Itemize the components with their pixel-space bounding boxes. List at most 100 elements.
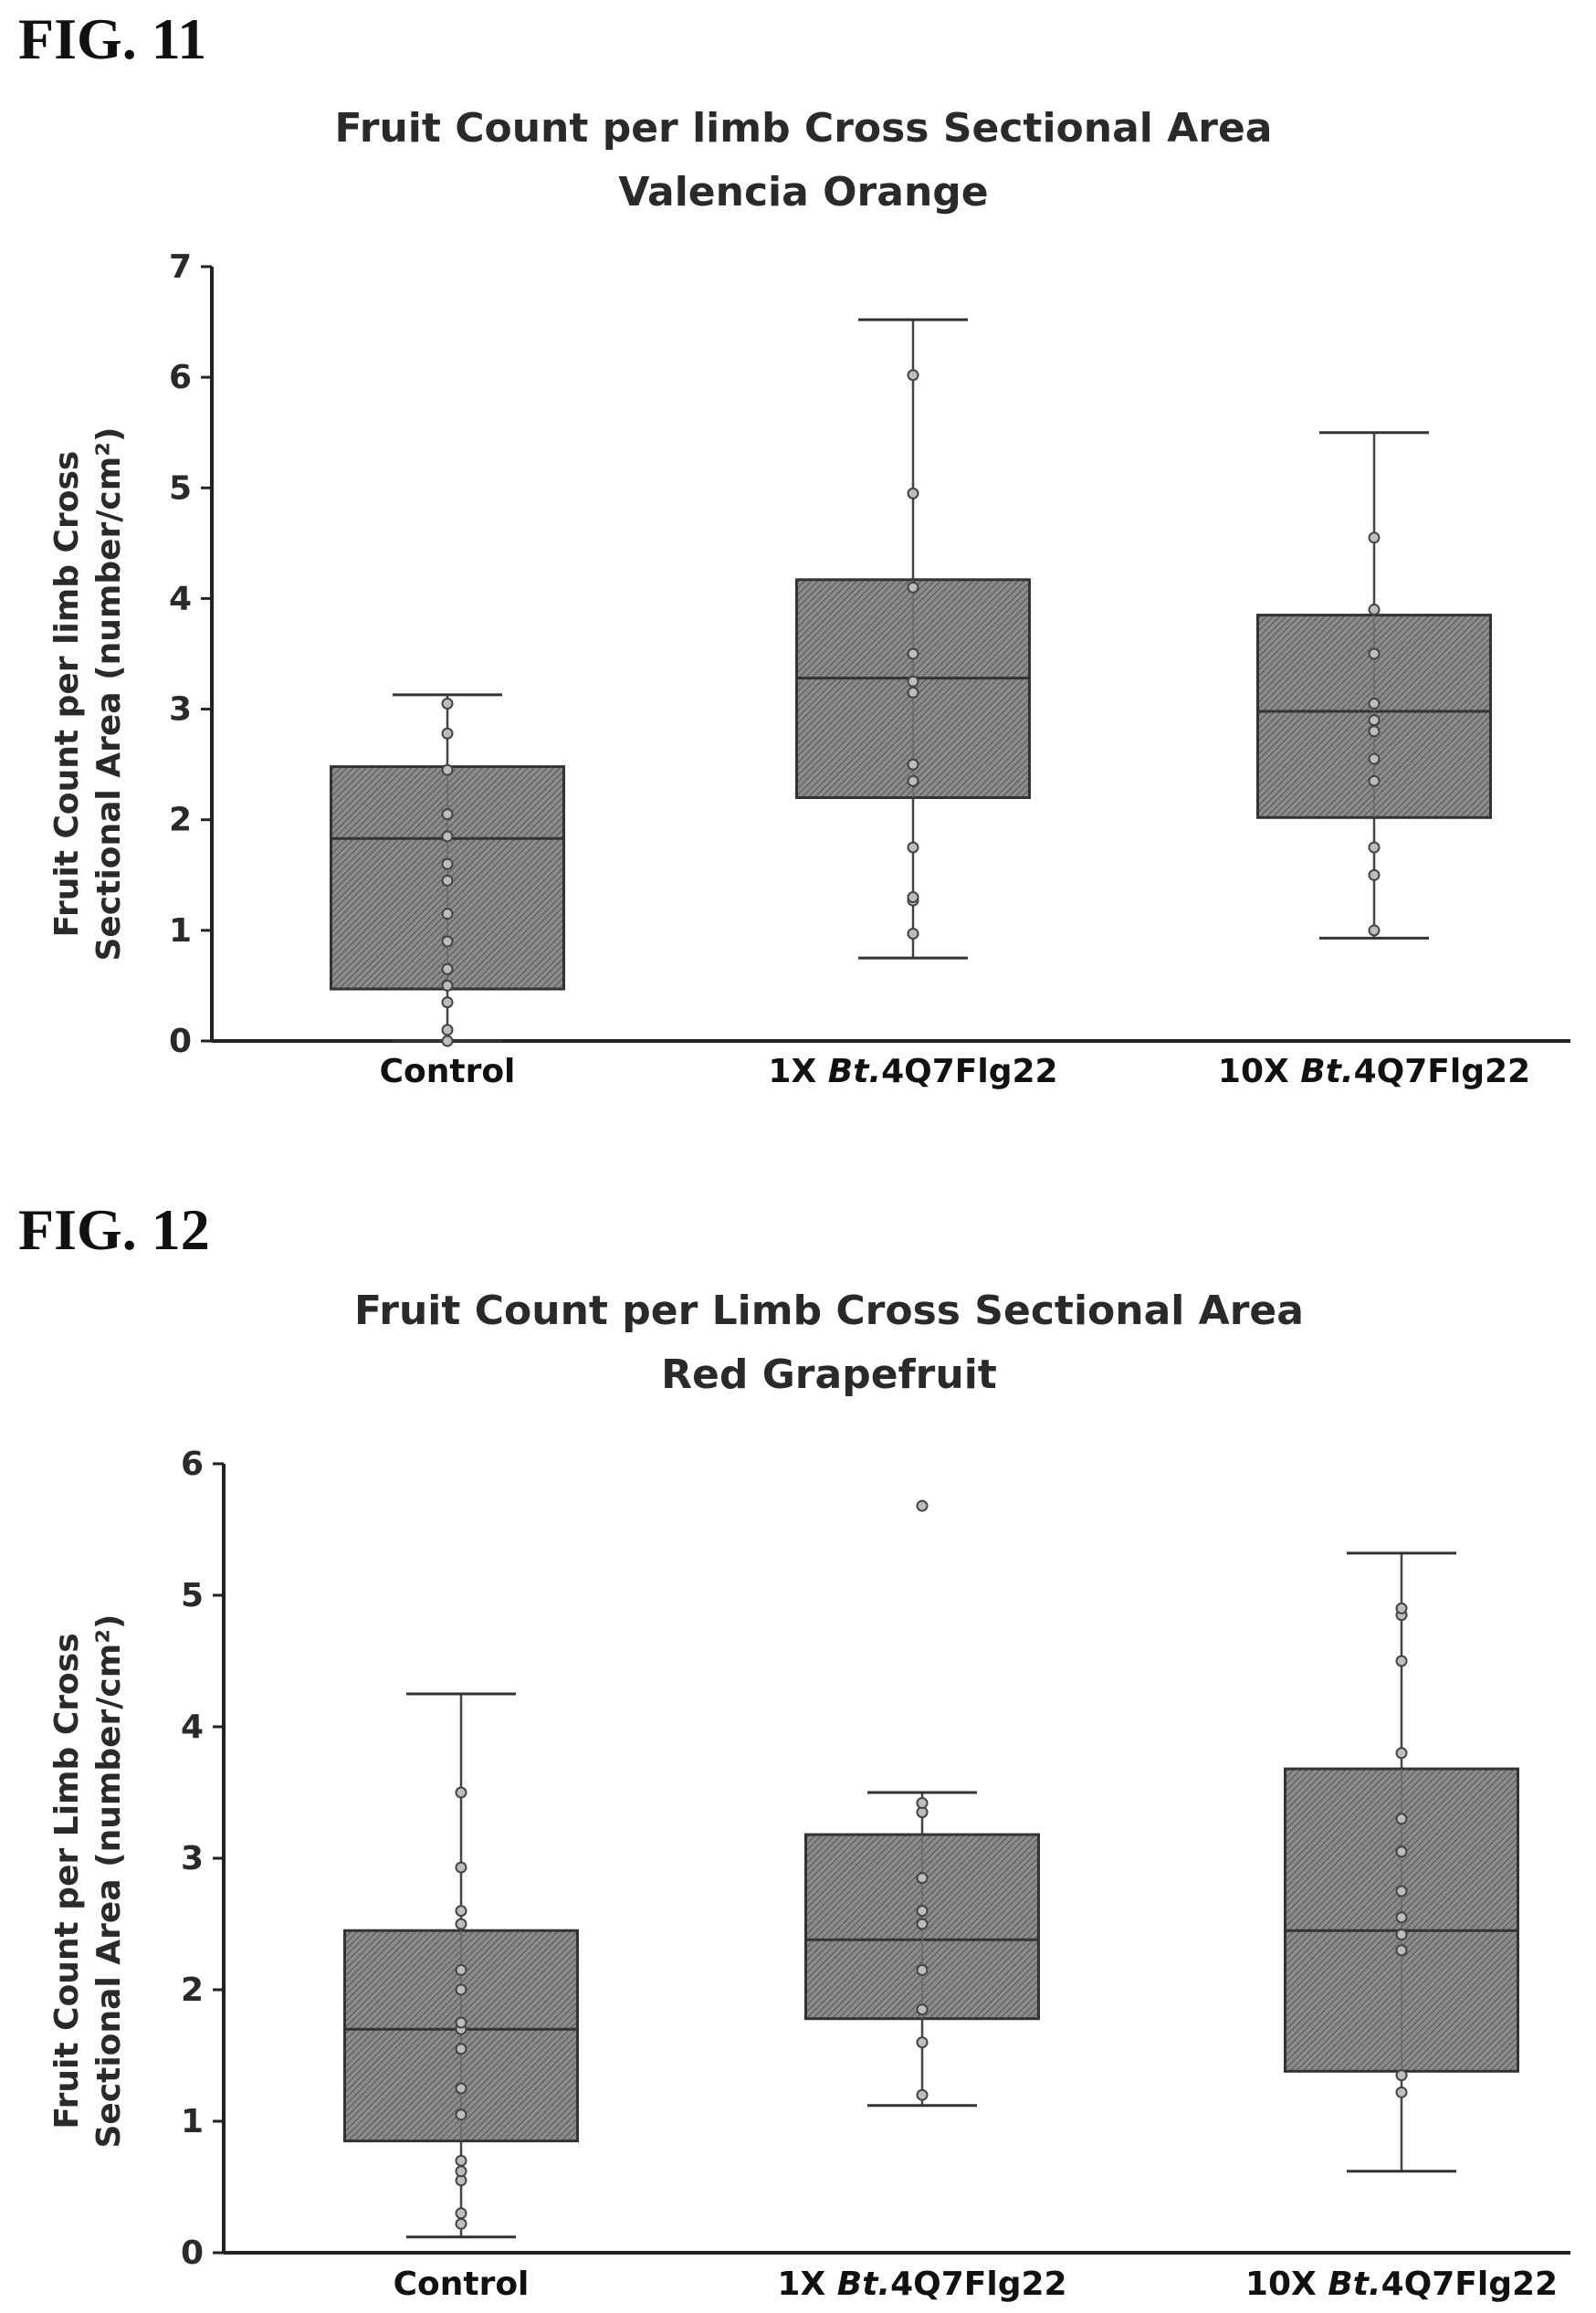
data-point	[907, 369, 919, 382]
y-tick-label: 3	[169, 691, 192, 729]
data-point	[1395, 1929, 1408, 1941]
data-point	[907, 774, 919, 787]
x-category-label: Control	[394, 2266, 530, 2303]
data-point	[907, 581, 919, 594]
data-point	[916, 1797, 929, 1810]
data-point	[455, 2207, 467, 2220]
figure-label-11: FIG. 11	[18, 6, 207, 71]
data-point	[441, 727, 454, 740]
data-point	[1395, 2069, 1408, 2082]
y-axis-title-line-1: Fruit Count per Limb Cross	[48, 1633, 86, 2129]
data-point	[907, 647, 919, 660]
y-tick-label: 6	[181, 1446, 204, 1483]
y-tick-label: 5	[181, 1577, 204, 1614]
x-category-prefix: 1X	[768, 1053, 827, 1090]
data-point	[916, 1918, 929, 1930]
data-point	[441, 874, 454, 887]
data-point	[455, 1905, 467, 1918]
y-tick-label: 5	[169, 469, 192, 507]
x-category-label: 1X Bt.4Q7Flg22	[768, 1053, 1057, 1090]
y-tick-label: 2	[169, 802, 192, 839]
data-point	[916, 2088, 929, 2101]
data-point	[907, 686, 919, 699]
y-tick-label: 6	[169, 359, 192, 396]
y-axis-title-line-2: Sectional Area (number/cm²)	[90, 427, 128, 962]
box-plot-valencia-orange: Fruit Count per limb Cross Sectional Are…	[48, 105, 1570, 1090]
data-point	[1368, 774, 1381, 787]
data-point	[1368, 647, 1381, 660]
data-point	[916, 2003, 929, 2016]
x-category-prefix: 10X	[1218, 1053, 1300, 1090]
data-point	[907, 487, 919, 499]
data-point	[1368, 752, 1381, 765]
chart-title: Fruit Count per limb Cross Sectional Are…	[335, 105, 1273, 152]
data-point	[916, 1872, 929, 1885]
data-point	[441, 857, 454, 870]
data-point	[455, 1918, 467, 1930]
data-point	[1368, 924, 1381, 937]
data-point	[455, 2108, 467, 2121]
data-point	[441, 908, 454, 920]
data-point	[916, 1499, 929, 1512]
data-point	[1368, 714, 1381, 727]
y-tick-label: 0	[169, 1023, 192, 1060]
data-point	[455, 2043, 467, 2055]
data-point	[455, 2154, 467, 2167]
data-point	[1395, 1813, 1408, 1825]
chart-subtitle: Red Grapefruit	[661, 1351, 997, 1398]
data-point	[441, 979, 454, 992]
x-category-suffix: 4Q7Flg22	[890, 2266, 1067, 2303]
data-point	[916, 2036, 929, 2049]
figure-label-12: FIG. 12	[18, 1197, 210, 1262]
data-point	[1368, 604, 1381, 616]
data-point	[455, 1963, 467, 1976]
data-point	[455, 1861, 467, 1874]
data-point	[1368, 698, 1381, 710]
data-point	[455, 2165, 467, 2178]
chart-title: Fruit Count per Limb Cross Sectional Are…	[354, 1288, 1304, 1334]
data-point	[907, 841, 919, 854]
y-tick-label: 4	[169, 580, 192, 617]
x-category-italic: Bt.	[1300, 1053, 1353, 1090]
data-point	[916, 1905, 929, 1918]
data-point	[1395, 1885, 1408, 1898]
chart-subtitle: Valencia Orange	[618, 169, 988, 216]
x-category-prefix: 10X	[1245, 2266, 1328, 2303]
data-point	[1368, 531, 1381, 544]
data-point	[1395, 1911, 1408, 1924]
data-point	[441, 808, 454, 821]
y-tick-label: 1	[169, 912, 192, 950]
data-point	[455, 2082, 467, 2095]
x-category-prefix: Control	[394, 2266, 530, 2303]
x-category-prefix: 1X	[777, 2266, 836, 2303]
y-axis-title-line-1: Fruit Count per limb Cross	[48, 451, 86, 938]
y-tick-label: 7	[169, 248, 192, 286]
data-point	[441, 698, 454, 710]
x-category-suffix: 4Q7Flg22	[1381, 2266, 1559, 2303]
data-point	[441, 830, 454, 843]
data-point	[907, 758, 919, 771]
x-category-suffix: 4Q7Flg22	[881, 1053, 1058, 1090]
data-point	[441, 962, 454, 975]
y-tick-label: 2	[181, 1971, 204, 2009]
data-point	[441, 1035, 454, 1047]
data-point	[1368, 841, 1381, 854]
x-category-label: 10X Bt.4Q7Flg22	[1218, 1053, 1530, 1090]
data-point	[1395, 1602, 1408, 1614]
y-tick-label: 0	[181, 2234, 204, 2272]
y-axis-title: Fruit Count per limb Cross Sectional Area…	[48, 427, 128, 962]
data-point	[441, 1024, 454, 1036]
x-category-label: 1X Bt.4Q7Flg22	[777, 2266, 1066, 2303]
data-point	[907, 675, 919, 688]
data-point	[1368, 725, 1381, 738]
y-tick-label: 4	[181, 1708, 204, 1746]
data-point	[441, 996, 454, 1009]
data-point	[455, 1983, 467, 1996]
data-point	[1368, 868, 1381, 881]
data-point	[441, 763, 454, 776]
data-point	[1395, 1747, 1408, 1760]
box-plot-red-grapefruit: Fruit Count per Limb Cross Sectional Are…	[48, 1288, 1570, 2303]
y-axis-title: Fruit Count per Limb Cross Sectional Area…	[48, 1614, 128, 2149]
x-category-label: Control	[380, 1053, 516, 1090]
data-point	[907, 891, 919, 904]
